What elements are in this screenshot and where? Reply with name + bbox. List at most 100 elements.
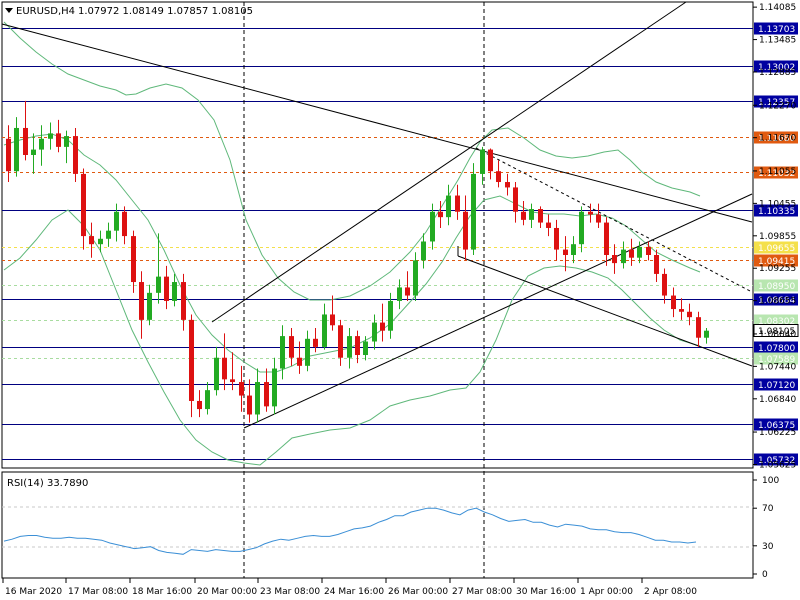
- price-level-label: 1.08302: [758, 317, 795, 327]
- price-level-tag: [754, 22, 798, 35]
- price-level-tag: [753, 324, 799, 337]
- candle-body: [48, 133, 53, 139]
- candle-body: [463, 211, 468, 250]
- candle-body: [496, 171, 501, 183]
- price-level-tag: [754, 95, 798, 108]
- channel-descending-upper: [475, 147, 753, 293]
- x-axis-tick-label: 26 Mar 00:00: [388, 587, 448, 597]
- candle-body: [480, 149, 485, 174]
- candle-body: [338, 325, 343, 358]
- price-level-tag: [754, 131, 798, 144]
- candle-body: [529, 209, 534, 220]
- candle-body: [438, 211, 443, 218]
- rsi-label: RSI(14) 33.7890: [7, 478, 88, 489]
- candle-body: [421, 241, 426, 261]
- candle-body: [654, 255, 659, 274]
- x-axis-tick-label: 23 Mar 08:00: [260, 587, 320, 597]
- candle-body: [289, 336, 294, 358]
- x-axis-tick-label: 20 Mar 00:00: [197, 587, 257, 597]
- rsi-line: [3, 507, 697, 555]
- candle-body: [629, 249, 634, 258]
- candle-body: [330, 314, 335, 326]
- candle-body: [505, 182, 510, 188]
- price-level-tag: [754, 418, 798, 431]
- candle-body: [646, 246, 651, 256]
- candle-body: [679, 309, 684, 312]
- candle-body: [305, 338, 310, 366]
- candle-body: [355, 336, 360, 356]
- x-axis-tick-label: 30 Mar 16:00: [516, 587, 576, 597]
- candle-body: [388, 300, 393, 331]
- y-axis-tick-label: 1.09255: [759, 264, 796, 274]
- x-axis-tick-label: 16 Mar 2020: [5, 587, 62, 597]
- candle-body: [56, 133, 61, 147]
- y-axis-tick-label: 1.14085: [759, 3, 796, 13]
- candle-body: [488, 149, 493, 172]
- candle-body: [122, 211, 127, 237]
- price-level-label: 1.12357: [758, 98, 795, 108]
- price-level-label: 1.05732: [758, 456, 795, 466]
- candle-body: [106, 230, 111, 239]
- price-level-tag: [754, 241, 798, 254]
- price-level-tag: [754, 453, 798, 466]
- rsi-tick-label: 30: [762, 542, 774, 552]
- candle-body: [546, 222, 551, 228]
- candle-body: [554, 227, 559, 250]
- x-axis-tick-label: 2 Apr 08:00: [644, 587, 697, 597]
- candle-body: [172, 282, 177, 301]
- candle-body: [405, 287, 410, 296]
- candle-body: [471, 173, 476, 250]
- y-axis-tick-label: 1.13485: [759, 36, 796, 46]
- candle-body: [513, 187, 518, 212]
- y-axis-tick-label: 1.06225: [759, 428, 796, 438]
- candle-body: [687, 311, 692, 318]
- channel-lower-line: [243, 193, 753, 429]
- ohlc-readout: 1.07972 1.08149 1.07857 1.08105: [78, 6, 253, 17]
- price-level-tag: [754, 60, 798, 73]
- candle-body: [214, 357, 219, 391]
- candle-body: [114, 211, 119, 231]
- candle-body: [413, 260, 418, 296]
- candle-body: [612, 255, 617, 264]
- candle-body: [247, 395, 252, 415]
- price-level-tag: [754, 314, 798, 327]
- price-level-label: 1.13002: [758, 63, 795, 73]
- candle-body: [637, 246, 642, 258]
- candle-body: [662, 273, 667, 296]
- price-level-tag: [754, 293, 798, 306]
- candle-body: [521, 211, 526, 220]
- price-level-tag: [754, 254, 798, 267]
- candle-body: [181, 282, 186, 320]
- y-axis-tick-label: 1.11670: [759, 134, 796, 144]
- y-axis-tick-label: 1.10455: [759, 199, 796, 209]
- price-level-label: 1.09415: [758, 257, 795, 267]
- candle-body: [347, 336, 352, 358]
- candle-body: [189, 319, 194, 401]
- y-axis-tick-label: 1.08040: [759, 330, 796, 340]
- price-level-tag: [754, 279, 798, 292]
- price-level-label: 1.06375: [758, 421, 795, 431]
- candle-body: [372, 322, 377, 342]
- candle-body: [230, 379, 235, 383]
- candle-body: [671, 295, 676, 310]
- y-axis-tick-label: 1.11055: [759, 167, 796, 177]
- price-level-tag: [754, 352, 798, 365]
- candle-body: [81, 173, 86, 237]
- candle-body: [538, 209, 543, 223]
- price-level-label: 1.07800: [758, 344, 795, 354]
- candle-body: [139, 282, 144, 320]
- candle-body: [89, 236, 94, 245]
- candle-body: [98, 238, 103, 245]
- price-level-label: 1.08684: [758, 296, 795, 306]
- symbol-menu-arrow-icon[interactable]: [5, 8, 13, 13]
- price-level-label: 1.13703: [758, 25, 795, 35]
- price-level-label: 1.10335: [758, 207, 795, 217]
- candle-body: [6, 138, 11, 172]
- candle-body: [156, 276, 161, 293]
- candle-body: [380, 322, 385, 331]
- candle-body: [588, 211, 593, 215]
- price-level-label: 1.07120: [758, 381, 795, 391]
- candle-body: [704, 330, 709, 338]
- candle-body: [239, 382, 244, 396]
